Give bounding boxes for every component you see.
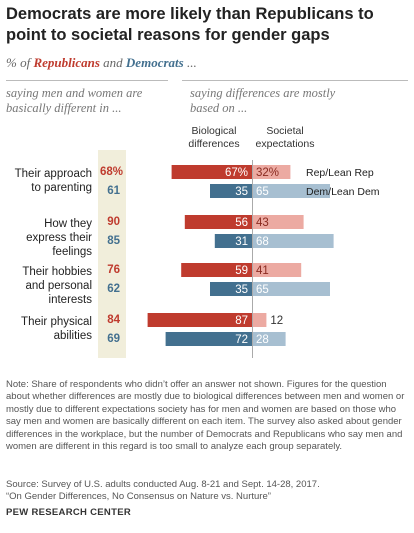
subtitle-suffix: ... xyxy=(183,55,197,70)
dem-societal-label: 68 xyxy=(256,236,269,248)
basically-different-shade xyxy=(98,150,126,358)
dem-biological-bar xyxy=(165,332,252,346)
rep-societal-label: 32% xyxy=(256,167,279,179)
chart-source: Source: Survey of U.S. adults conducted … xyxy=(6,479,408,503)
dem-basically-different-value: 85 xyxy=(107,235,120,247)
rep-biological-label: 67% xyxy=(225,167,248,179)
soc-column-header: Societal expectations xyxy=(255,125,315,150)
dem-societal-bar xyxy=(252,234,334,248)
chart-title: Democrats are more likely than Republica… xyxy=(6,5,374,44)
dem-biological-label: 35 xyxy=(235,186,248,198)
dem-basically-different-value: 62 xyxy=(107,283,120,295)
dem-biological-label: 35 xyxy=(235,284,248,296)
rep-basically-different-value: 84 xyxy=(107,314,120,326)
right-column-header: saying differences are mostly based on .… xyxy=(190,86,336,115)
right-header-rule xyxy=(182,80,408,81)
category-label: Their hobbies and personal interests xyxy=(22,266,92,306)
rep-societal-bar xyxy=(252,263,302,277)
rep-biological-label: 59 xyxy=(235,265,248,277)
rep-societal-label: 41 xyxy=(256,265,269,277)
rep-biological-label: 56 xyxy=(235,217,248,229)
subtitle-prefix: % of xyxy=(6,55,34,70)
dem-societal-bar xyxy=(252,282,330,296)
rep-societal-label: 43 xyxy=(256,217,269,229)
rep-biological-label: 87 xyxy=(235,315,248,327)
rep-biological-bar xyxy=(171,165,252,179)
subtitle-republicans: Republicans xyxy=(33,55,100,70)
dem-biological-label: 31 xyxy=(235,236,248,248)
rep-basically-different-value: 90 xyxy=(107,216,120,228)
source-line: Source: Survey of U.S. adults conducted … xyxy=(6,479,320,490)
dem-societal-label: 28 xyxy=(256,334,269,346)
pew-logo-text: PEW RESEARCH CENTER xyxy=(6,507,131,518)
legend-dem: Dem/Lean Dem xyxy=(306,186,380,198)
dem-societal-label: 65 xyxy=(256,284,269,296)
report-title: “On Gender Differences, No Consensus on … xyxy=(6,491,271,502)
category-label: How they express their feelings xyxy=(26,218,92,258)
dem-basically-different-value: 61 xyxy=(107,185,120,197)
center-divider xyxy=(252,160,253,358)
rep-societal-bar xyxy=(252,165,291,179)
subtitle-democrats: Democrats xyxy=(125,55,184,70)
rep-societal-bar xyxy=(252,313,267,327)
rep-biological-bar xyxy=(147,313,252,327)
subtitle-and: and xyxy=(99,55,126,70)
left-header-rule xyxy=(6,80,168,81)
rep-biological-bar xyxy=(181,263,252,277)
dem-societal-label: 65 xyxy=(256,186,269,198)
dem-biological-bar xyxy=(214,234,252,248)
rep-basically-different-value: 68% xyxy=(100,166,124,178)
legend-rep: Rep/Lean Rep xyxy=(306,167,374,179)
left-column-header: saying men and women are basically diffe… xyxy=(6,86,143,115)
chart-note: Note: Share of respondents who didn’t of… xyxy=(6,379,405,453)
dem-societal-bar xyxy=(252,332,286,346)
dem-societal-bar xyxy=(252,184,330,198)
dem-basically-different-value: 69 xyxy=(107,333,120,345)
rep-biological-bar xyxy=(184,215,252,229)
rep-societal-label: 12 xyxy=(270,315,283,327)
dem-biological-label: 72 xyxy=(235,334,248,346)
category-label: Their approach to parenting xyxy=(14,168,92,194)
bio-column-header: Biological differences xyxy=(188,125,240,150)
category-label: Their physical abilities xyxy=(21,316,92,342)
rep-societal-bar xyxy=(252,215,304,229)
chart-subtitle: % of Republicans and Democrats ... xyxy=(6,55,197,71)
dem-biological-bar xyxy=(210,282,252,296)
dem-biological-bar xyxy=(210,184,252,198)
rep-basically-different-value: 76 xyxy=(107,264,120,276)
